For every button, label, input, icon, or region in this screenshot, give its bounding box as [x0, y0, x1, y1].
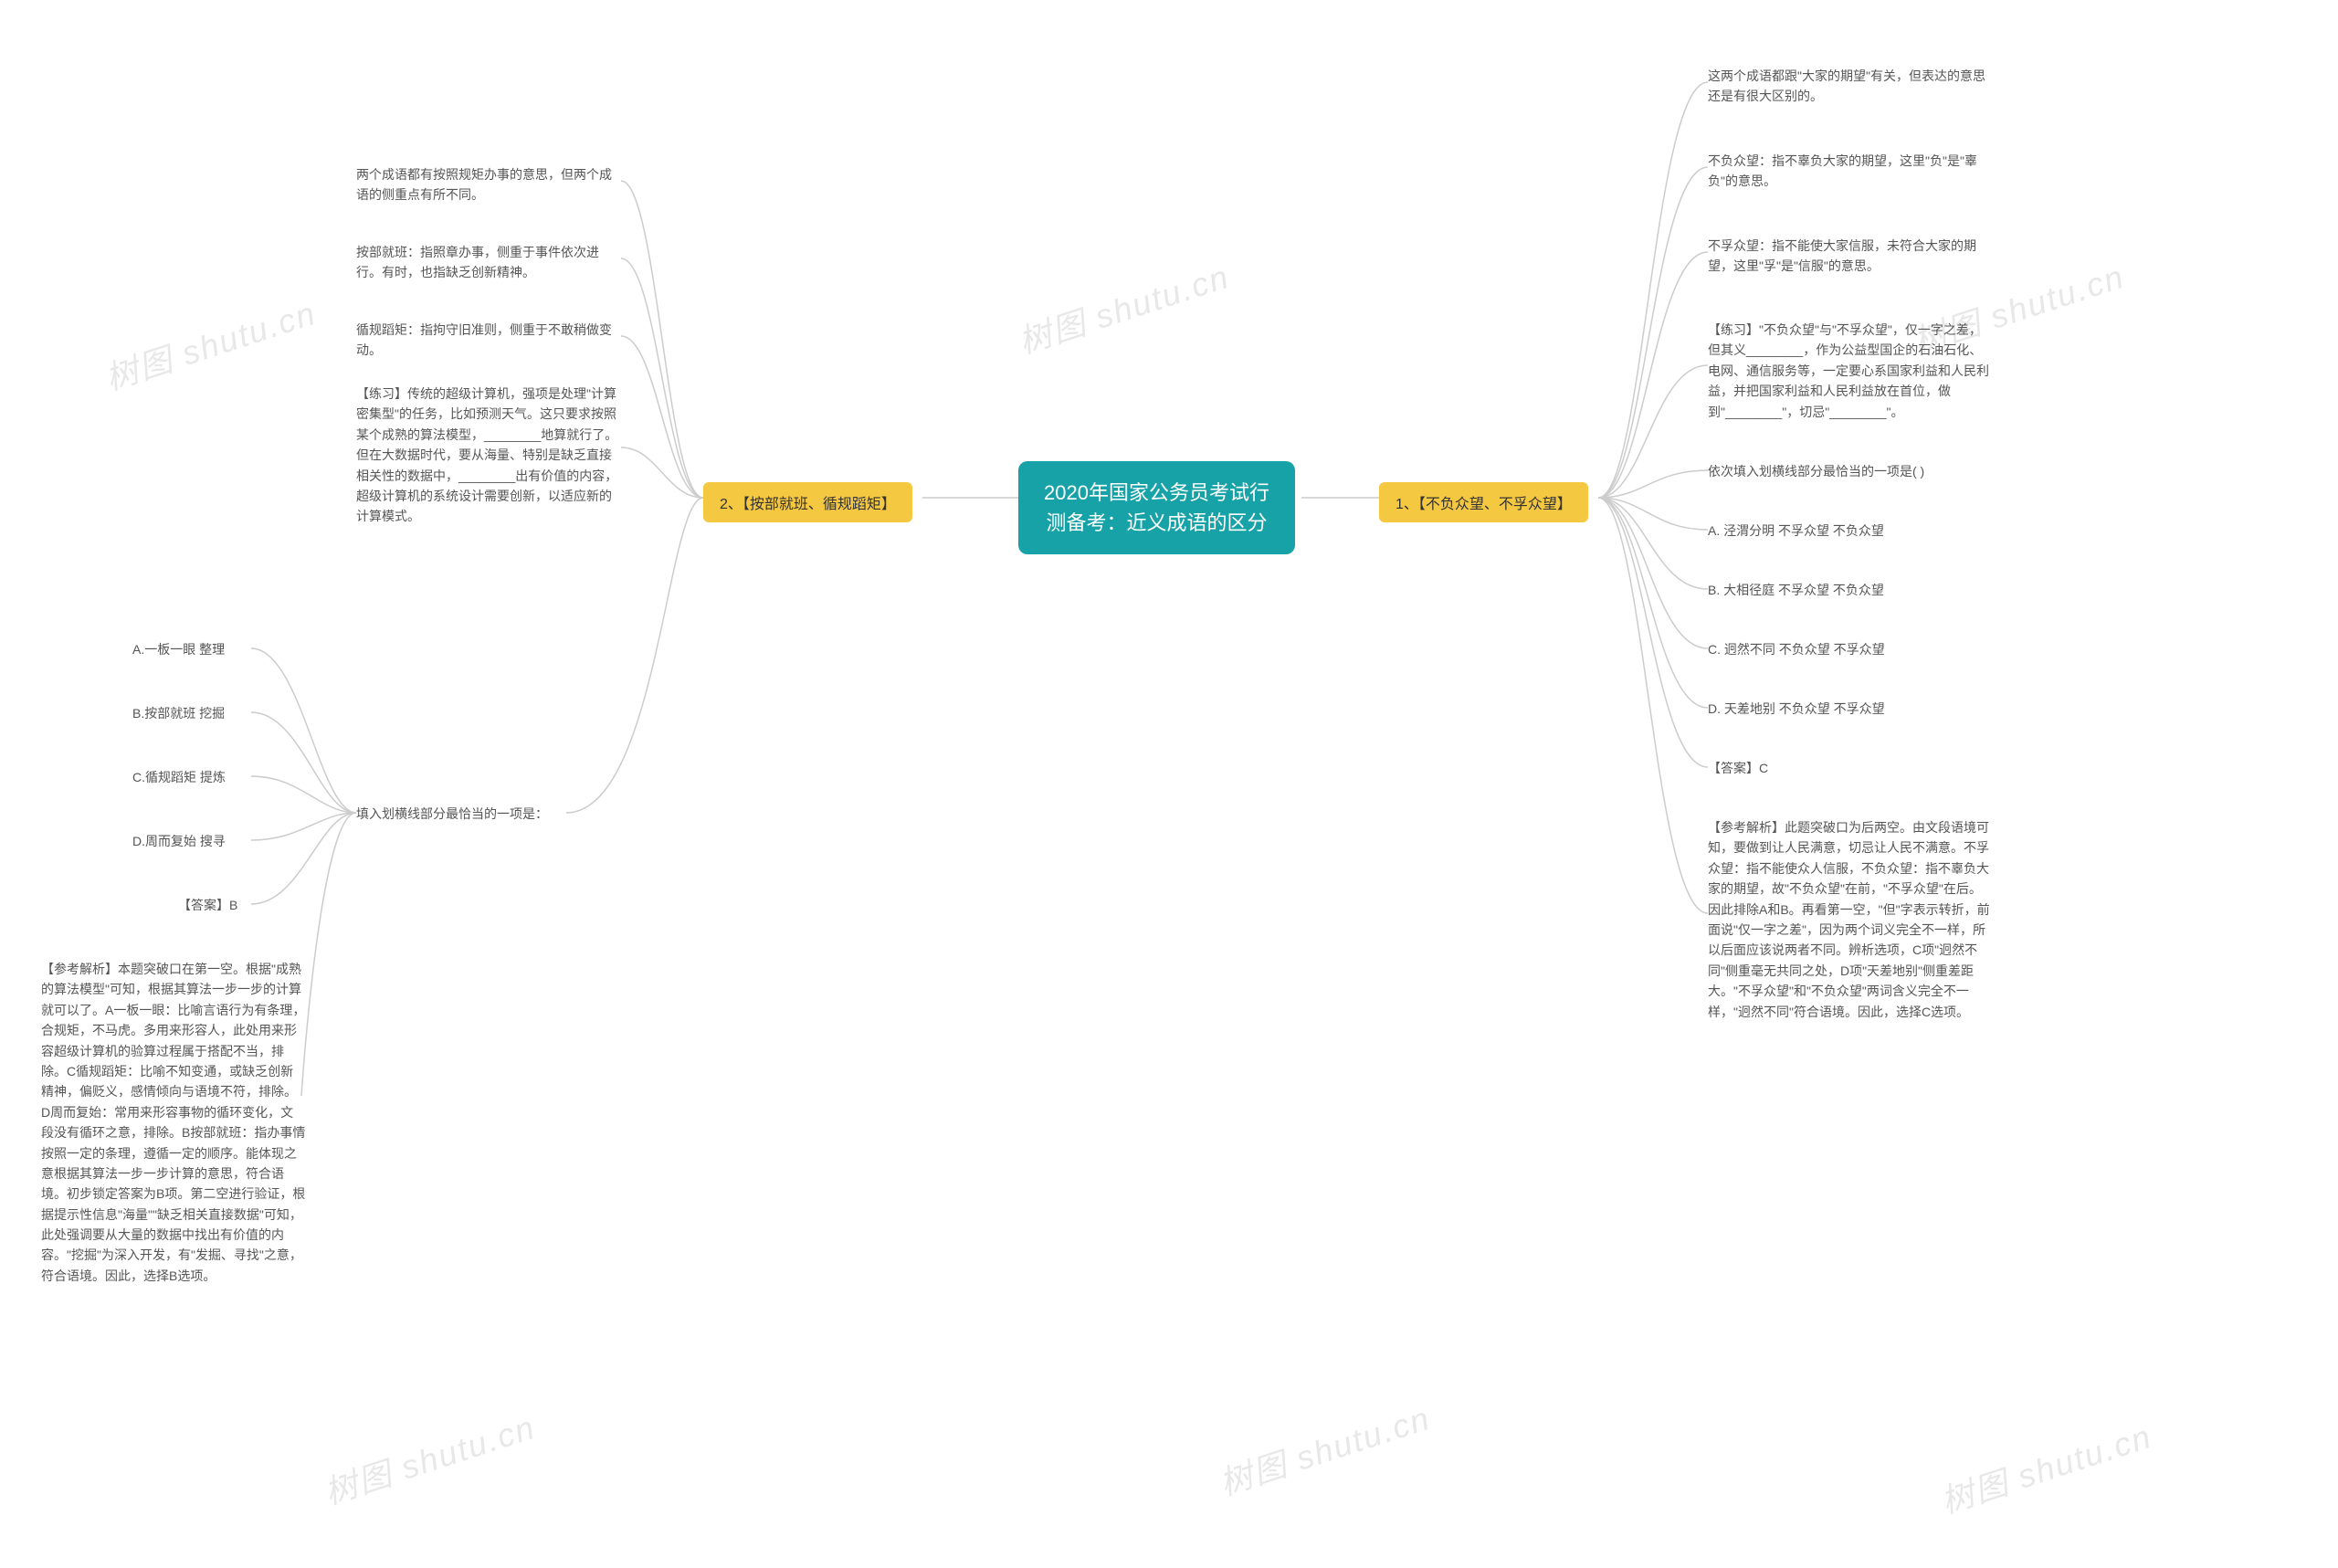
b2-sub-label: 填入划横线部分最恰当的一项是：	[356, 804, 548, 824]
mindmap-center: 2020年国家公务员考试行 测备考：近义成语的区分	[1018, 461, 1295, 554]
watermark: 树图 shutu.cn	[1213, 1392, 1436, 1505]
b2-top-3: 【练习】传统的超级计算机，强项是处理"计算密集型"的任务，比如预测天气。这只要求…	[356, 384, 621, 527]
branch-2: 2、【按部就班、循规蹈矩】	[703, 482, 912, 522]
b2-sub-b: B.按部就班 挖掘	[132, 703, 225, 723]
b1-leaf-6: B. 大相径庭 不孚众望 不负众望	[1708, 580, 1884, 600]
center-line1: 2020年国家公务员考试行	[1044, 481, 1269, 504]
b1-leaf-10: 【参考解析】此题突破口为后两空。由文段语境可知，要做到让人民满意，切忌让人民不满…	[1708, 817, 1991, 1022]
b2-sub-c: C.循规蹈矩 提炼	[132, 767, 226, 787]
b1-leaf-4: 依次填入划横线部分最恰当的一项是( )	[1708, 461, 1924, 481]
watermark: 树图 shutu.cn	[1012, 250, 1235, 363]
b1-leaf-9: 【答案】C	[1708, 758, 1768, 778]
b1-leaf-7: C. 迥然不同 不负众望 不孚众望	[1708, 639, 1885, 659]
b1-leaf-0: 这两个成语都跟"大家的期望"有关，但表达的意思还是有很大区别的。	[1708, 66, 1991, 107]
watermark: 树图 shutu.cn	[318, 1401, 541, 1514]
b2-sub-a: A.一板一眼 整理	[132, 639, 225, 659]
branch-1: 1、【不负众望、不孚众望】	[1379, 482, 1588, 522]
b2-top-1: 按部就班：指照章办事，侧重于事件依次进行。有时，也指缺乏创新精神。	[356, 242, 621, 283]
b1-leaf-5: A. 泾渭分明 不孚众望 不负众望	[1708, 521, 1884, 541]
b2-top-0: 两个成语都有按照规矩办事的意思，但两个成语的侧重点有所不同。	[356, 164, 621, 205]
b1-leaf-1: 不负众望：指不辜负大家的期望，这里"负"是"辜负"的意思。	[1708, 151, 1991, 192]
b1-leaf-3: 【练习】"不负众望"与"不孚众望"，仅一字之差，但其义________，作为公益…	[1708, 320, 1991, 422]
b1-leaf-2: 不孚众望：指不能使大家信服，未符合大家的期望，这里"孚"是"信服"的意思。	[1708, 236, 1991, 277]
watermark: 树图 shutu.cn	[1934, 1410, 2157, 1523]
b2-sub-d: D.周而复始 搜寻	[132, 831, 226, 851]
b2-top-2: 循规蹈矩：指拘守旧准则，侧重于不敢稍做变动。	[356, 320, 621, 361]
b1-leaf-8: D. 天差地别 不负众望 不孚众望	[1708, 699, 1885, 719]
center-line2: 测备考：近义成语的区分	[1046, 511, 1267, 534]
b2-sub-ans: 【答案】B	[178, 895, 237, 915]
watermark: 树图 shutu.cn	[99, 287, 321, 400]
b2-sub-analysis: 【参考解析】本题突破口在第一空。根据"成熟的算法模型"可知，根据其算法一步一步的…	[41, 959, 306, 1286]
